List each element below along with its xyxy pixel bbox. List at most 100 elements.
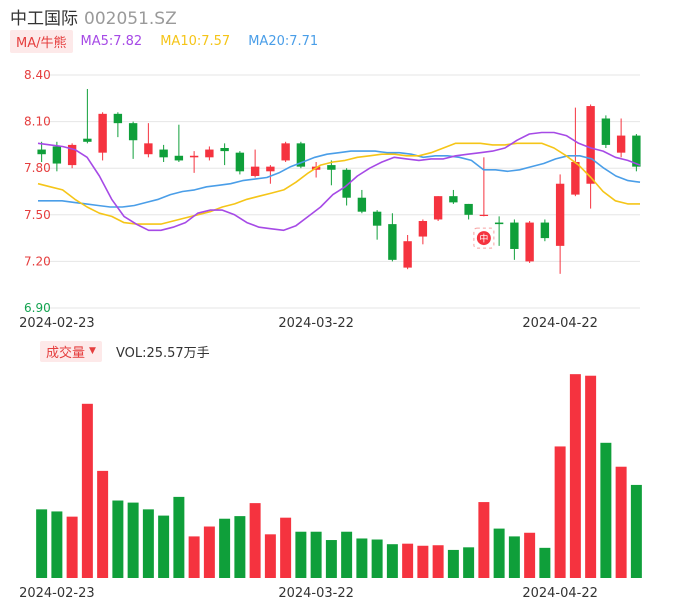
candle	[372, 210, 382, 240]
candle	[388, 213, 397, 262]
volume-bar	[81, 403, 93, 578]
volume-bar	[478, 502, 490, 578]
candle	[494, 216, 504, 246]
candle-body	[67, 144, 77, 166]
price-tick-label: 7.80	[24, 161, 51, 175]
candle-body	[113, 113, 123, 124]
ma10-legend: MA10:7.57	[160, 33, 231, 49]
candle	[525, 221, 534, 263]
ma5-legend: MA5:7.82	[80, 33, 143, 49]
candle	[83, 88, 92, 144]
candle-body	[494, 222, 504, 225]
ma20-legend: MA20:7.71	[248, 33, 319, 49]
volume-bar	[630, 484, 642, 578]
candle	[632, 134, 641, 172]
volume-bar	[585, 375, 597, 578]
volume-bar	[356, 538, 368, 578]
candle-body	[357, 197, 367, 212]
candle-body	[266, 166, 275, 172]
candle	[266, 165, 275, 184]
candle	[540, 219, 550, 242]
candle-body	[327, 165, 336, 170]
volume-bar	[432, 545, 444, 578]
candle-body	[449, 196, 458, 203]
price-tick-label: 6.90	[24, 301, 51, 315]
candle-body	[98, 113, 107, 153]
candle	[555, 174, 565, 274]
volume-bar	[234, 516, 246, 578]
indicator-selector-label: 成交量	[46, 345, 86, 361]
candle-body	[571, 161, 580, 195]
candle-body	[540, 222, 550, 239]
volume-bar	[142, 509, 154, 578]
volume-bar-series	[36, 374, 642, 578]
candle	[205, 146, 214, 161]
candle-body	[433, 196, 443, 220]
volume-bar	[51, 511, 63, 578]
candle-body	[510, 222, 519, 249]
volume-bar	[447, 549, 459, 578]
candle	[98, 112, 107, 161]
candle-body	[235, 152, 245, 172]
volume-bar	[600, 442, 612, 578]
volume-bar	[508, 536, 520, 578]
price-tick-label: 7.20	[24, 254, 51, 268]
candle-body	[128, 123, 138, 141]
ma10-line	[37, 142, 640, 225]
volume-bar	[341, 531, 353, 578]
candle-body	[189, 155, 199, 158]
candle-body	[83, 138, 92, 142]
volume-bar	[295, 531, 307, 578]
price-grid	[45, 74, 640, 309]
volume-bar	[188, 536, 200, 578]
candle	[52, 141, 62, 172]
volume-bar	[386, 544, 398, 578]
marker-frame	[473, 227, 495, 249]
volume-bar	[112, 500, 124, 578]
volume-bar	[173, 496, 185, 578]
volume-bar	[249, 503, 261, 578]
price-tick-label: 7.50	[24, 208, 51, 222]
candle	[67, 143, 77, 169]
candle-body	[555, 183, 565, 246]
volume-bar	[554, 446, 566, 578]
candle	[342, 168, 351, 206]
volume-bar	[615, 466, 627, 578]
price-y-axis: 8.40 8.10 7.80 7.50 7.20 6.90	[24, 68, 51, 315]
price-date-label: 2024-02-23	[19, 316, 95, 331]
candle	[296, 141, 306, 169]
candle-body	[52, 146, 62, 164]
volume-bar	[539, 547, 551, 578]
candle-body	[159, 149, 168, 158]
volume-date-label: 2024-04-22	[522, 586, 598, 601]
volume-bar	[569, 374, 581, 578]
price-date-label: 2024-03-22	[278, 316, 354, 331]
candle	[616, 118, 626, 158]
marker-badge	[476, 231, 491, 246]
candle	[174, 124, 184, 162]
candle-body	[296, 143, 306, 167]
candle	[37, 141, 46, 162]
price-date-label: 2024-04-22	[522, 316, 598, 331]
candle	[571, 107, 580, 197]
stock-name: 中工国际	[10, 9, 78, 29]
volume-bar	[493, 528, 505, 578]
candle-body	[418, 221, 428, 237]
indicator-selector[interactable]: 成交量 ▼	[40, 340, 102, 362]
ma-type-selector[interactable]: MA/牛熊	[10, 29, 73, 53]
candle	[327, 160, 336, 186]
volume-bar	[127, 502, 139, 578]
candle-body	[586, 106, 595, 184]
candle-body	[250, 166, 260, 176]
candle-body	[616, 135, 626, 153]
ma20-line	[38, 150, 641, 208]
candle	[128, 121, 138, 159]
candle	[220, 143, 229, 166]
volume-bar	[417, 545, 429, 578]
volume-bar	[158, 515, 170, 578]
candle-body	[144, 143, 153, 155]
candle-body	[37, 149, 46, 155]
candle	[418, 219, 428, 245]
candle-body	[205, 149, 214, 158]
